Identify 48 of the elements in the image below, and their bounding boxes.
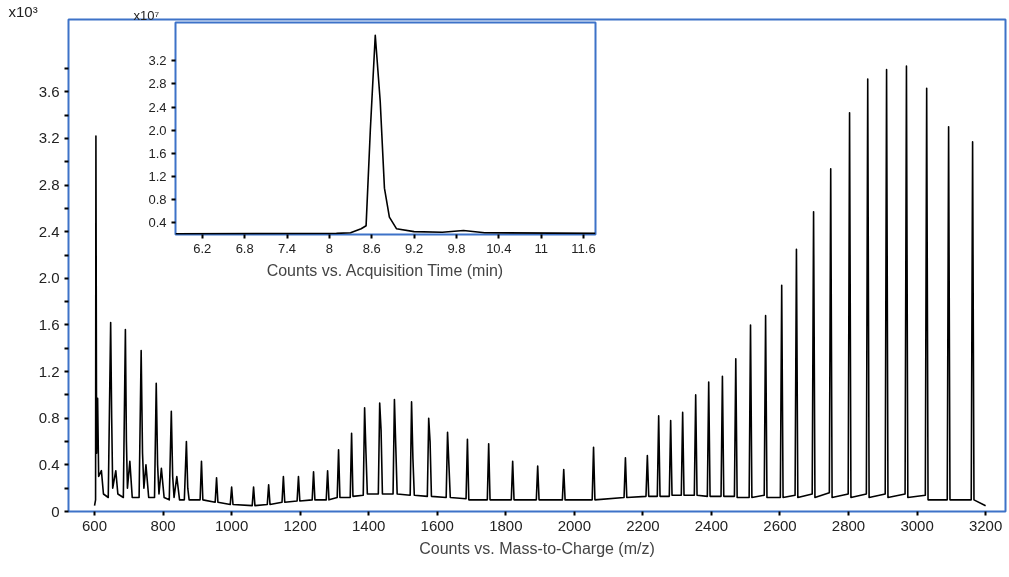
y-tick-label: 1.2: [38, 362, 60, 380]
y-tick-label: 1.6: [38, 315, 60, 333]
x-tick-label: 8.6: [362, 240, 381, 256]
y-tick-label: 1.2: [148, 169, 167, 185]
x-tick-label: 1600: [420, 516, 454, 534]
y-tick-label: 2.0: [38, 269, 60, 287]
x-tick-label: 2600: [763, 516, 797, 534]
y-tick-label: 1.6: [148, 145, 167, 161]
x-tick-label: 3000: [900, 516, 934, 534]
y-axis-title: x10³: [8, 2, 38, 20]
x-tick-label: 2200: [626, 516, 660, 534]
line-series: [93, 65, 987, 507]
x-tick-label: 8: [325, 240, 333, 256]
x-tick-label: 10.4: [486, 240, 512, 256]
y-tick-label: 0.8: [148, 192, 167, 208]
y-tick-label: 2.4: [148, 99, 167, 115]
x-tick-label: 2800: [831, 516, 866, 534]
x-tick-label: 9.8: [447, 240, 466, 256]
y-tick-label: 0.4: [38, 455, 60, 473]
x-tick-label: 600: [82, 516, 108, 534]
y-tick-label: 0.8: [38, 409, 60, 427]
x-axis-title: Counts vs. Mass-to-Charge (m/z): [419, 539, 655, 557]
line-series: [175, 34, 596, 235]
x-tick-label: 1800: [489, 516, 523, 534]
y-tick-label: 3.2: [38, 129, 60, 147]
x-tick-label: 800: [150, 516, 176, 534]
y-tick-label: 2.8: [148, 76, 167, 92]
y-tick-label: 0: [51, 502, 60, 520]
y-tick-label: 3.2: [148, 53, 167, 69]
y-tick-label: 2.0: [148, 122, 167, 138]
x-axis-title: Counts vs. Acquisition Time (min): [266, 261, 504, 279]
y-tick-label: 0.4: [148, 215, 167, 231]
x-tick-label: 6.2: [193, 240, 212, 256]
x-tick-label: 1400: [352, 516, 386, 534]
y-tick-label: 2.4: [38, 222, 60, 240]
y-tick-label: 2.8: [38, 176, 60, 194]
y-axis-title: x10⁷: [133, 7, 160, 23]
x-tick-label: 6.8: [235, 240, 254, 256]
y-tick-label: 3.6: [38, 82, 60, 100]
x-tick-label: 2000: [557, 516, 592, 534]
x-tick-label: 1000: [214, 516, 249, 534]
x-tick-label: 7.4: [277, 240, 297, 256]
x-tick-label: 11.6: [571, 240, 596, 256]
x-tick-label: 2400: [694, 516, 729, 534]
x-tick-label: 3200: [968, 516, 1003, 534]
x-tick-label: 9.2: [405, 240, 424, 256]
x-tick-label: 11: [534, 240, 548, 256]
x-tick-label: 1200: [283, 516, 317, 534]
